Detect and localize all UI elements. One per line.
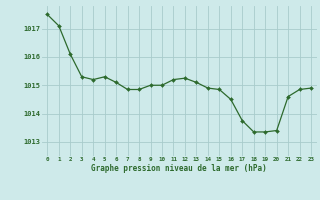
X-axis label: Graphe pression niveau de la mer (hPa): Graphe pression niveau de la mer (hPa) xyxy=(91,164,267,173)
